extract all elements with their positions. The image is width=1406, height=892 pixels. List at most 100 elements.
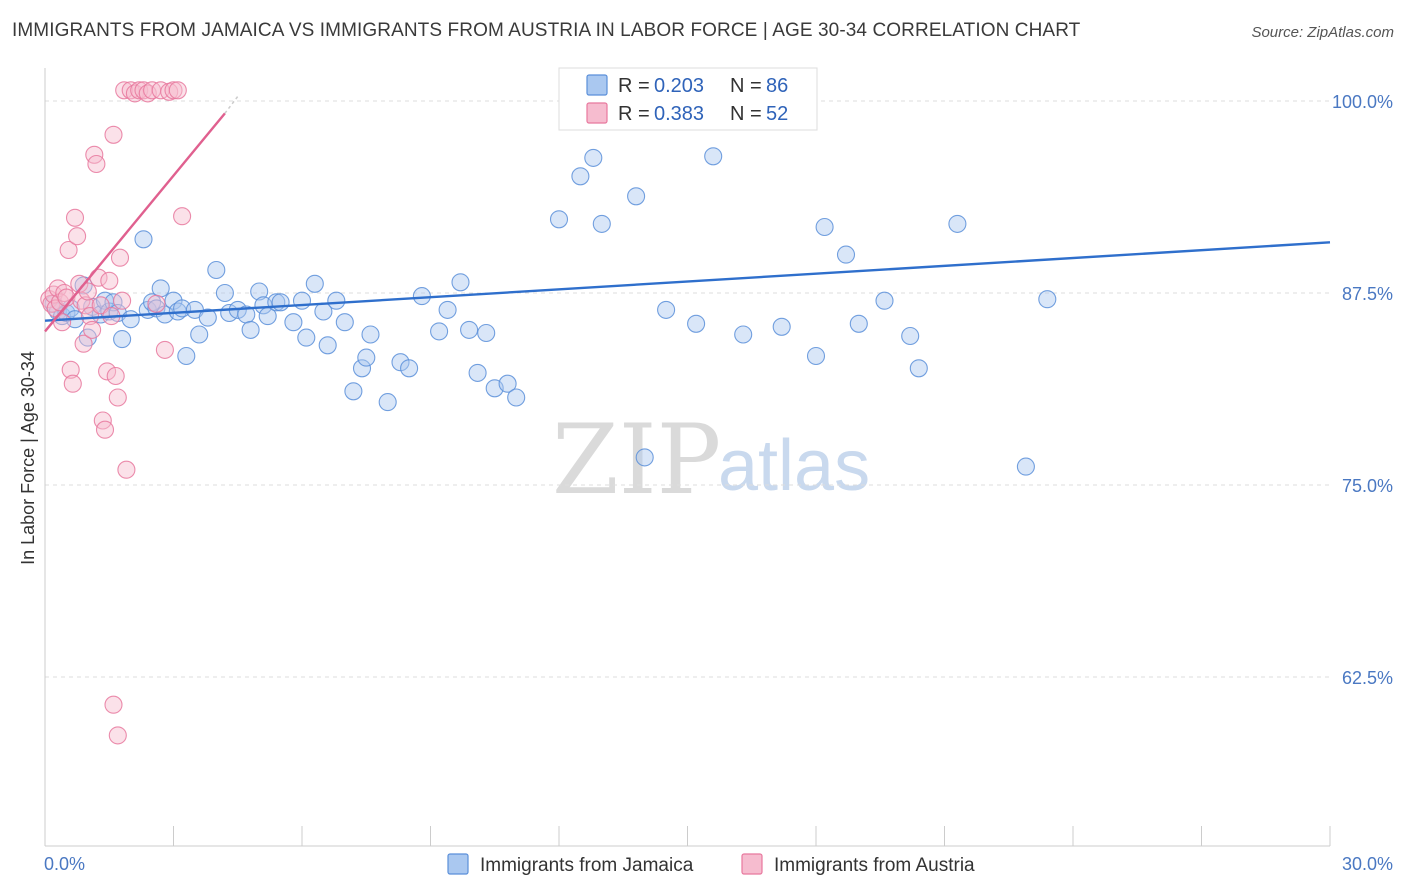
jamaica-point-40 [284,313,303,332]
bottom-legend-label-jamaica: Immigrants from Jamaica [480,855,694,876]
jamaica-point-68 [592,214,611,233]
austria-point-9 [59,240,78,260]
jamaica-point-57 [438,300,457,319]
jamaica-point-55 [412,287,431,306]
austria-point-17 [76,296,95,315]
chart-title: IMMIGRANTS FROM JAMAICA VS IMMIGRANTS FR… [12,20,1081,41]
jamaica-point-74 [734,325,753,344]
austria-point-36 [117,460,136,479]
legend-swatch-jamaica [586,74,608,96]
jamaica-point-42 [297,328,316,347]
jamaica-point-77 [815,217,834,237]
austria-point-16 [74,334,93,353]
jamaica-point-66 [571,167,590,186]
legend-swatch-austria [586,102,608,124]
jamaica-point-51 [361,325,380,344]
jamaica-point-16 [134,230,153,249]
legend-r-label-austria: R = [618,103,650,125]
austria-point-22 [87,154,106,174]
gridlines [45,100,1330,678]
legend-n-value-austria: 52 [766,103,788,125]
jamaica-point-76 [806,346,826,366]
jamaica-point-65 [549,210,569,229]
legend-n-label-austria: N = [730,103,762,125]
jamaica-point-48 [344,382,363,401]
jamaica-point-61 [477,323,496,343]
x-tick-label-max: 30.0% [1342,854,1393,874]
jamaica-point-43 [305,274,324,293]
trend-lines [44,95,1331,333]
austria-point-34 [113,291,132,310]
austria-point-11 [63,374,82,393]
jamaica-point-41 [292,291,312,310]
austria-point-50 [104,695,123,714]
jamaica-point-71 [657,300,676,319]
austria-point-47 [164,81,183,100]
jamaica-point-60 [468,363,487,382]
austria-point-10 [61,360,80,379]
austria-point-33 [110,248,130,267]
bottom-legend-swatch-jamaica [447,853,469,875]
jamaica-point-81 [901,326,920,346]
austria-point-32 [108,388,127,407]
jamaica-point-80 [875,291,894,310]
legend-r-value-jamaica: 0.203 [654,75,704,97]
jamaica-point-14 [113,330,132,349]
jamaica-point-49 [352,359,372,378]
legend-r-label-jamaica: R = [618,75,650,97]
legend-r-value-austria: 0.383 [654,103,704,125]
jamaica-point-50 [357,348,376,367]
watermark-atlas: atlas [718,426,870,506]
jamaica-point-78 [836,245,856,264]
jamaica-point-54 [400,359,419,378]
jamaica-point-35 [250,282,269,301]
austria-point-35 [115,81,134,100]
austria-point-49 [173,207,192,226]
austria-point-24 [91,296,110,315]
jamaica-point-63 [498,374,517,393]
bottom-legend-swatch-austria [741,853,763,875]
jamaica-point-84 [1016,457,1035,476]
jamaica-point-20 [151,279,170,298]
jamaica-point-69 [627,187,646,206]
austria-trend-line-extension [224,95,239,114]
jamaica-point-27 [190,325,209,344]
austria-point-13 [68,227,87,246]
jamaica-point-67 [584,148,603,167]
jamaica-point-28 [198,308,217,327]
austria-point-19 [80,307,100,326]
austria-point-26 [95,420,115,439]
jamaica-point-25 [177,346,196,366]
jamaica-point-64 [507,388,526,407]
series-legend: Immigrants from Jamaica Immigrants from … [447,853,975,876]
y-tick-label-2: 75.0% [1342,476,1393,496]
austria-point-30 [104,125,123,144]
y-tick-label-1: 87.5% [1342,284,1393,304]
legend-n-label-jamaica: N = [730,75,762,97]
austria-point-27 [98,362,117,381]
austria-point-20 [83,320,102,339]
jamaica-point-15 [121,310,140,329]
x-tick-marks [44,826,1331,846]
jamaica-point-70 [635,448,654,467]
austria-point-45 [155,340,174,359]
jamaica-point-79 [849,314,868,333]
jamaica-trend-line [44,241,1331,322]
jamaica-point-30 [215,283,234,303]
jamaica-point-52 [378,393,397,412]
austria-point-12 [65,208,85,227]
austria-point-31 [106,366,125,386]
y-axis-label: In Labor Force | Age 30-34 [18,351,38,565]
scatter-points [40,81,1057,745]
austria-point-7 [55,283,74,303]
jamaica-point-72 [687,314,706,333]
jamaica-point-59 [460,320,479,339]
jamaica-point-83 [948,214,967,233]
y-tick-label-0: 100.0% [1332,92,1393,112]
austria-point-48 [168,81,187,100]
x-tick-label-min: 0.0% [44,854,85,874]
jamaica-point-82 [909,359,928,378]
jamaica-point-47 [335,313,354,332]
jamaica-point-39 [271,293,290,312]
austria-point-28 [100,271,119,290]
